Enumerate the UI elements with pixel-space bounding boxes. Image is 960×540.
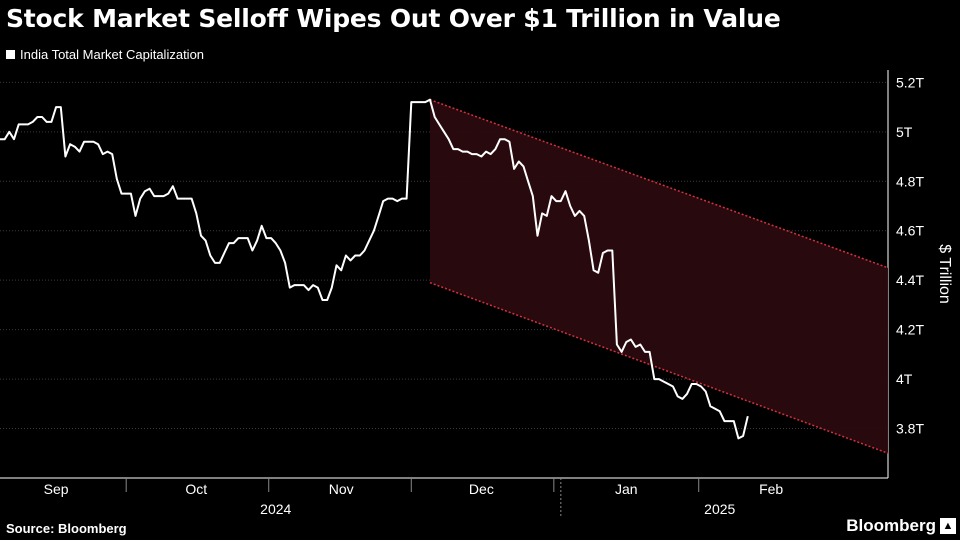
legend-swatch xyxy=(6,50,15,59)
y-tick-label: 5.2T xyxy=(896,74,924,90)
y-tick-label: 5T xyxy=(896,124,913,140)
x-tick-label: Sep xyxy=(44,481,69,497)
channel-lower-line xyxy=(429,281,889,454)
x-tick-label: Dec xyxy=(469,481,494,497)
brand-text: Bloomberg xyxy=(846,516,936,535)
chart-title: Stock Market Selloff Wipes Out Over $1 T… xyxy=(6,4,781,33)
x-tick-label: Feb xyxy=(759,481,783,497)
x-tick-label: Nov xyxy=(329,481,354,497)
year-label: 2024 xyxy=(260,501,291,517)
x-tick-label: Oct xyxy=(185,481,207,497)
y-tick-label: 4T xyxy=(896,371,913,387)
year-label: 2025 xyxy=(704,501,735,517)
channel-fill xyxy=(429,99,888,454)
source-note: Source: Bloomberg xyxy=(6,521,127,536)
bloomberg-icon: ▲ xyxy=(940,518,956,534)
y-tick-label: 4.8T xyxy=(896,173,924,189)
y-tick-label: 4.4T xyxy=(896,272,924,288)
y-tick-label: 3.8T xyxy=(896,421,924,437)
legend-label: India Total Market Capitalization xyxy=(20,47,205,62)
y-axis-title: $ Trillion xyxy=(936,244,953,304)
legend: India Total Market Capitalization xyxy=(6,47,204,62)
series-line xyxy=(0,98,749,440)
channel-upper-line xyxy=(429,98,889,269)
x-tick-label: Jan xyxy=(615,481,638,497)
y-tick-label: 4.2T xyxy=(896,322,924,338)
y-tick-label: 4.6T xyxy=(896,223,924,239)
bloomberg-logo: Bloomberg ▲ xyxy=(846,516,956,536)
